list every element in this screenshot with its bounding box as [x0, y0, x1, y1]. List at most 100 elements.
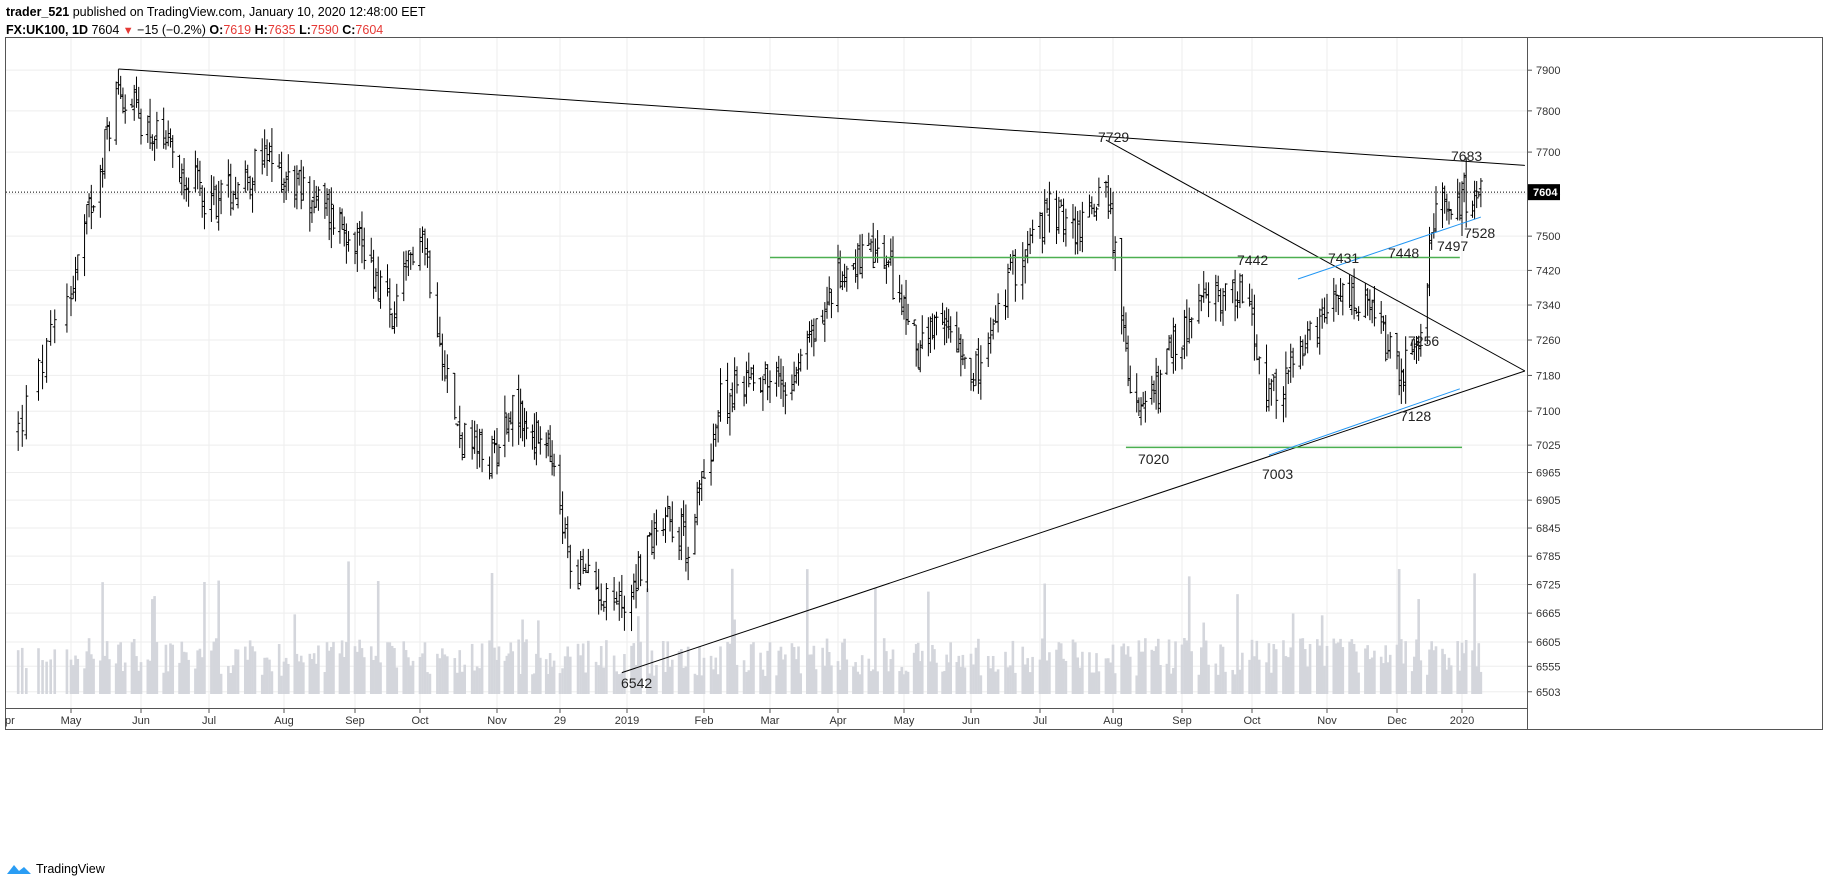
symbol-label: FX:UK100, 1D — [6, 23, 88, 37]
ohlc-bar — [1442, 185, 1447, 214]
ohlc-bar — [976, 338, 981, 394]
volume-bar — [994, 671, 997, 694]
price-axis[interactable]: 7900780077007600750074207340726071807100… — [1528, 65, 1560, 699]
ohlc-bar — [75, 254, 80, 281]
black-trend-line[interactable] — [1105, 139, 1526, 372]
ohlc-bar — [928, 316, 933, 353]
ohlc-bar — [776, 355, 781, 387]
close-value: 7604 — [355, 23, 384, 37]
ohlc-bar — [1092, 203, 1097, 217]
ohlc-bar — [362, 227, 367, 270]
ohlc-bar — [404, 250, 409, 281]
ohlc-bar — [378, 270, 383, 309]
volume-bar — [1447, 657, 1451, 694]
ohlc-bar — [811, 318, 816, 357]
time-tick-label: pr — [5, 715, 15, 727]
volume-bar — [918, 661, 922, 694]
volume-bar — [1432, 650, 1436, 694]
volume-bar — [745, 671, 748, 694]
blue-trend-line[interactable] — [1297, 216, 1482, 280]
volume-bar — [858, 674, 862, 694]
ohlc-bar — [948, 316, 953, 343]
volume-bar — [752, 642, 755, 694]
volume-bar — [730, 568, 734, 694]
volume-bar — [597, 665, 600, 694]
ohlc-bar — [614, 591, 619, 605]
black-trend-line[interactable] — [621, 370, 1526, 674]
volume-bar — [441, 648, 444, 694]
ohlc-bar — [1429, 232, 1434, 250]
volume-bar — [101, 582, 104, 694]
ohlc-bar — [727, 392, 732, 436]
ohlc-bar — [558, 454, 562, 515]
ohlc-bar — [1472, 180, 1477, 220]
volume-bar — [957, 655, 961, 694]
volume-bar — [763, 675, 767, 694]
volume-bar — [65, 649, 69, 694]
volume-bar — [761, 669, 765, 694]
volume-bar — [814, 669, 818, 694]
annotation-label: 7442 — [1237, 252, 1268, 268]
ohlc-bar — [581, 548, 586, 574]
volume-bar — [1141, 651, 1145, 694]
ohlc-bar — [284, 171, 289, 201]
volume-bar — [1289, 647, 1293, 694]
annotation-label: 7020 — [1138, 451, 1169, 467]
volume-bar — [407, 657, 410, 694]
volume-bar — [1341, 647, 1345, 694]
ohlc-bar — [195, 158, 200, 190]
ohlc-bar — [844, 265, 849, 292]
ohlc-bar — [145, 115, 150, 143]
volume-bar — [775, 675, 778, 694]
ohlc-bar — [116, 69, 121, 95]
ohlc-bar — [1171, 317, 1176, 374]
ohlc-bar — [139, 108, 143, 145]
volume-bar — [1449, 665, 1453, 694]
blue-trend-line[interactable] — [1268, 388, 1460, 456]
publisher-name[interactable]: trader_521 — [6, 5, 70, 19]
ohlc-bar — [73, 256, 78, 302]
volume-bar — [1031, 656, 1034, 694]
volume-bar — [25, 668, 28, 694]
ohlc-bar — [596, 568, 601, 615]
volume-bar — [945, 654, 948, 694]
volume-bar — [105, 641, 109, 694]
ohlc-bar — [123, 94, 128, 124]
volume-bar — [1216, 674, 1220, 694]
ohlc-bar — [709, 443, 714, 486]
volume-bar — [1248, 659, 1251, 694]
ohlc-bar — [1054, 190, 1059, 245]
volume-bar — [825, 638, 829, 694]
volume-bar — [470, 643, 474, 694]
ohlc-bar — [265, 139, 270, 176]
ohlc-bar — [98, 164, 103, 218]
ohlc-bar — [681, 500, 686, 536]
ohlc-bar — [1045, 197, 1050, 214]
volume-bar — [709, 655, 713, 694]
volume-bar — [287, 663, 290, 694]
ohlc-bar — [1206, 282, 1211, 318]
volume-bar — [253, 651, 257, 694]
ohlc-bar — [1434, 186, 1438, 233]
volume-bar — [1152, 650, 1156, 694]
volume-bar — [117, 644, 120, 694]
time-tick-label: Mar — [761, 715, 780, 727]
time-axis[interactable]: pr May Jun Jul Aug Sep Oct Nov 29 2019 Feb Mar Apr Ma… — [5, 708, 1474, 727]
ohlc-line: FX:UK100, 1D 7604 ▼ −15 (−0.2%) O:7619 H… — [6, 22, 426, 39]
volume-bar — [198, 648, 202, 694]
ohlc-bar — [425, 238, 430, 268]
volume-bar — [1059, 643, 1063, 694]
time-tick-label: May — [61, 715, 82, 727]
volume-bar — [898, 671, 901, 694]
volume-bar — [231, 665, 235, 694]
tradingview-brand[interactable]: TradingView — [6, 862, 105, 876]
ohlc-bar — [805, 330, 810, 370]
volume-bar — [548, 653, 552, 694]
ohlc-bar — [899, 284, 904, 316]
ohlc-bar — [269, 128, 274, 182]
ohlc-bar — [1075, 210, 1080, 255]
ohlc-bar — [211, 176, 216, 206]
black-trend-line[interactable] — [118, 68, 1525, 166]
trend-lines[interactable] — [6, 68, 1527, 674]
